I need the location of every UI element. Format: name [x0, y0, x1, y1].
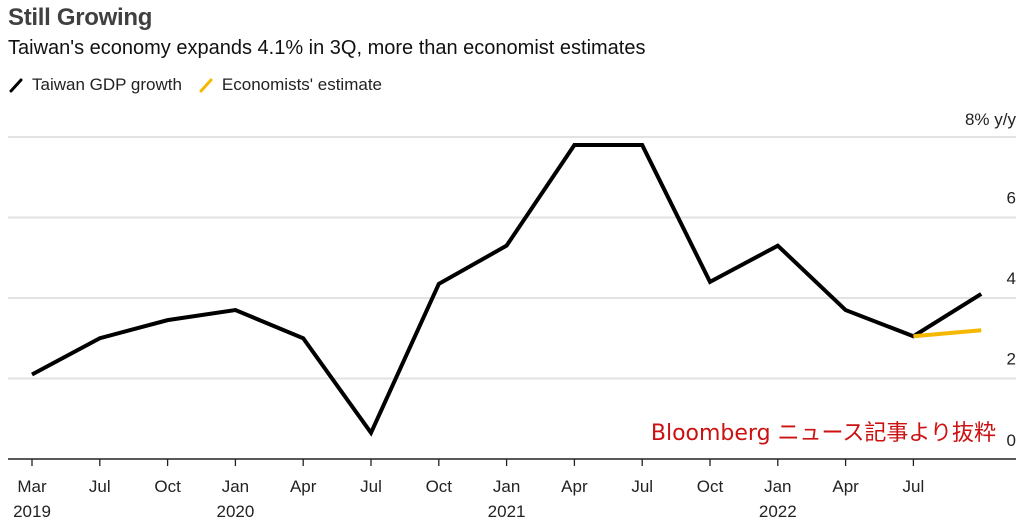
- x-tick-label: Oct: [697, 477, 724, 496]
- series-lines: [31, 143, 983, 437]
- x-tick-label: Jul: [631, 477, 653, 496]
- chart-title: Still Growing: [8, 4, 153, 31]
- series-line-economists-estimate: [913, 328, 982, 339]
- legend-item-gdp: Taiwan GDP growth: [8, 75, 182, 95]
- y-tick-label: 2: [1007, 350, 1016, 369]
- x-tick-year-label: 2019: [13, 502, 51, 521]
- legend: Taiwan GDP growth Economists' estimate: [8, 75, 398, 95]
- series-line-gdp-growth: [31, 143, 983, 437]
- x-tick-label: Jul: [360, 477, 382, 496]
- x-tick-year-label: 2020: [216, 502, 254, 521]
- x-tick-year-label: 2021: [488, 502, 526, 521]
- x-tick-label: Apr: [290, 477, 317, 496]
- y-axis-labels: 0 2 4 6 8% y/y: [965, 110, 1017, 450]
- x-tick-label: Oct: [154, 477, 181, 496]
- x-tick-label: Apr: [832, 477, 859, 496]
- legend-label-estimate: Economists' estimate: [221, 75, 383, 94]
- legend-item-estimate: Economists' estimate: [198, 75, 382, 95]
- x-tick-label: Oct: [426, 477, 453, 496]
- x-tick-label: Jul: [89, 477, 111, 496]
- x-tick-year-label: 2022: [759, 502, 797, 521]
- legend-label-gdp: Taiwan GDP growth: [32, 75, 182, 94]
- legend-swatch-estimate-icon: [199, 78, 213, 93]
- gridlines: [8, 136, 1016, 380]
- y-tick-label: 4: [1007, 269, 1016, 288]
- x-tick-label: Mar: [17, 477, 47, 496]
- x-tick-label: Jul: [903, 477, 925, 496]
- y-tick-label: 8% y/y: [965, 110, 1017, 129]
- chart-subtitle: Taiwan's economy expands 4.1% in 3Q, mor…: [8, 37, 646, 59]
- y-tick-label: 0: [1007, 431, 1016, 450]
- x-axis: Mar 2019 Jul Oct Jan 2020 Apr Jul Oct Jan 2021 Apr J…: [8, 458, 1016, 521]
- y-tick-label: 6: [1007, 189, 1016, 208]
- watermark-text: Bloomberg ニュース記事より抜粋: [651, 421, 996, 446]
- legend-swatch-gdp-icon: [9, 78, 23, 93]
- x-tick-label: Jan: [764, 477, 791, 496]
- x-tick-label: Apr: [561, 477, 588, 496]
- x-tick-label: Jan: [222, 477, 249, 496]
- x-tick-label: Jan: [493, 477, 520, 496]
